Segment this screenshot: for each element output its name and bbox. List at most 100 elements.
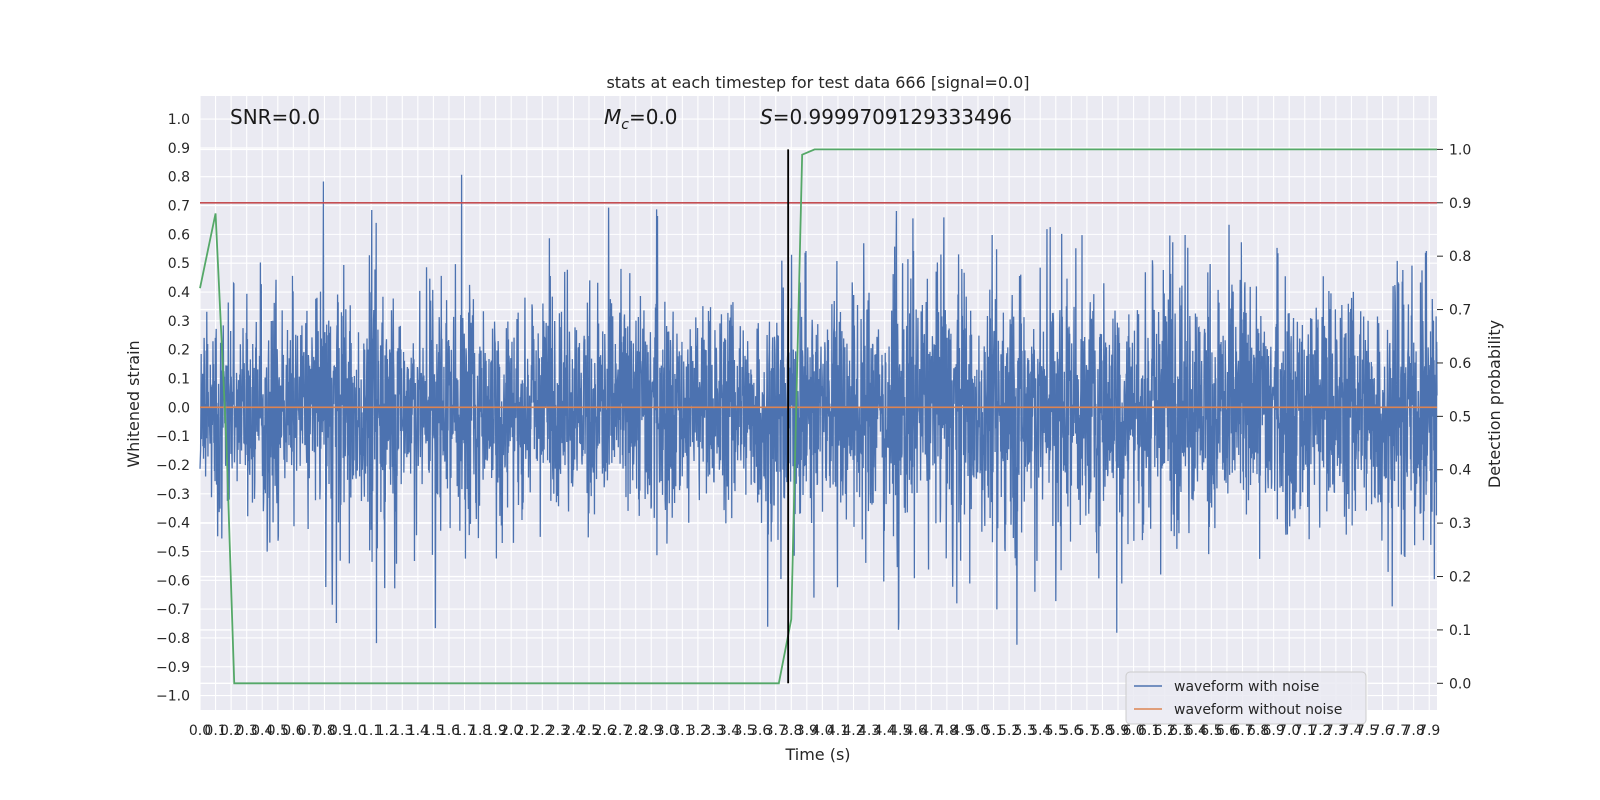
x-tick-label: 4.9 xyxy=(951,723,973,739)
y-right-tick-label: 0.5 xyxy=(1449,409,1471,425)
x-tick-label: 0.6 xyxy=(282,723,304,739)
snr-annotation: SNR=0.0 xyxy=(230,105,320,129)
chirp-mass-value: =0.0 xyxy=(629,105,678,129)
x-tick-label: 1.6 xyxy=(438,723,460,739)
x-tick-label: 5.2 xyxy=(998,723,1020,739)
x-tick-label: 0.5 xyxy=(267,723,289,739)
x-tick-label: 4.0 xyxy=(811,723,833,739)
right-y-axis: 0.0 0.1 0.2 0.3 0.4 0.5 0.6 0.7 0.8 0.9 1.0 xyxy=(1437,142,1471,692)
x-tick-label: 2.7 xyxy=(609,723,631,739)
y-right-tick-label: 1.0 xyxy=(1449,142,1471,158)
x-tick-label: 4.6 xyxy=(905,723,927,739)
detection-score-symbol: S xyxy=(760,105,773,129)
y-tick-label: 0.9 xyxy=(168,141,190,157)
y-right-tick-label: 0.4 xyxy=(1449,463,1471,479)
x-tick-label: 3.2 xyxy=(687,723,709,739)
x-tick-label: 4.2 xyxy=(842,723,864,739)
x-tick-label: 1.3 xyxy=(391,723,413,739)
x-tick-label: 6.3 xyxy=(1169,723,1191,739)
x-tick-label: 4.1 xyxy=(827,723,849,739)
x-tick-label: 0.1 xyxy=(204,723,226,739)
waveform-with-noise-line xyxy=(199,174,1438,645)
x-tick-label: 2.5 xyxy=(578,723,600,739)
y-tick-label: 0.6 xyxy=(168,227,190,243)
x-tick-label: 0.3 xyxy=(236,723,258,739)
x-tick-label: 1.1 xyxy=(360,723,382,739)
x-tick-label: 0.0 xyxy=(189,723,211,739)
x-tick-label: 7.9 xyxy=(1418,723,1440,739)
x-axis-label: Time (s) xyxy=(784,745,850,764)
x-tick-label: 4.3 xyxy=(858,723,880,739)
x-tick-label: 1.4 xyxy=(407,723,429,739)
x-tick-label: 4.7 xyxy=(920,723,942,739)
y-right-tick-label: 0.7 xyxy=(1449,303,1471,319)
y-tick-label: −0.8 xyxy=(156,631,190,647)
x-tick-label: 6.4 xyxy=(1185,723,1207,739)
x-tick-label: 5.3 xyxy=(1014,723,1036,739)
x-tick-label: 0.2 xyxy=(220,723,242,739)
x-tick-label: 2.8 xyxy=(625,723,647,739)
x-tick-label: 2.3 xyxy=(547,723,569,739)
x-tick-label: 3.7 xyxy=(765,723,787,739)
x-tick-label: 3.8 xyxy=(780,723,802,739)
waveform-with-noise-series xyxy=(199,174,1438,645)
x-tick-label: 5.8 xyxy=(1091,723,1113,739)
x-tick-label: 6.8 xyxy=(1247,723,1269,739)
left-y-axis: −1.0 −0.9 −0.8 −0.7 −0.6 −0.5 −0.4 −0.3 −0.2 −0.1… xyxy=(156,112,190,705)
y-tick-label: −0.2 xyxy=(156,458,190,474)
y-tick-label: 0.5 xyxy=(168,256,190,272)
x-tick-label: 5.0 xyxy=(967,723,989,739)
x-tick-label: 7.2 xyxy=(1309,723,1331,739)
x-tick-label: 5.4 xyxy=(1029,723,1051,739)
y-right-tick-label: 0.1 xyxy=(1449,623,1471,639)
x-tick-label: 1.7 xyxy=(453,723,475,739)
x-tick-label: 6.1 xyxy=(1138,723,1160,739)
x-tick-label: 7.6 xyxy=(1371,723,1393,739)
x-tick-label: 4.4 xyxy=(873,723,895,739)
legend: waveform with noise waveform without noi… xyxy=(1125,671,1367,725)
x-tick-label: 0.4 xyxy=(251,723,273,739)
x-tick-label: 3.4 xyxy=(718,723,740,739)
x-tick-label: 5.7 xyxy=(1076,723,1098,739)
x-tick-label: 4.5 xyxy=(889,723,911,739)
y-axis-right-label: Detection probability xyxy=(1485,320,1504,488)
x-tick-label: 7.1 xyxy=(1294,723,1316,739)
y-tick-label: −1.0 xyxy=(156,689,190,705)
y-tick-label: 0.4 xyxy=(168,285,190,301)
y-tick-label: 0.0 xyxy=(168,400,190,416)
y-right-tick-label: 0.6 xyxy=(1449,356,1471,372)
y-right-tick-label: 0.8 xyxy=(1449,249,1471,265)
y-tick-label: −0.4 xyxy=(156,516,190,532)
x-tick-label: 2.2 xyxy=(531,723,553,739)
y-tick-label: 0.3 xyxy=(168,314,190,330)
x-tick-label: 3.1 xyxy=(671,723,693,739)
y-tick-label: −0.9 xyxy=(156,660,190,676)
detection-probability-line xyxy=(199,148,1437,685)
x-tick-label: 6.2 xyxy=(1154,723,1176,739)
x-tick-label: 6.6 xyxy=(1216,723,1238,739)
x-tick-label: 3.3 xyxy=(702,723,724,739)
x-tick-label: 6.9 xyxy=(1262,723,1284,739)
chart-title: stats at each timestep for test data 666… xyxy=(606,73,1029,92)
x-tick-label: 7.8 xyxy=(1403,723,1425,739)
chirp-mass-subscript: c xyxy=(621,117,629,133)
y-tick-label: −0.1 xyxy=(156,429,190,445)
x-tick-label: 6.5 xyxy=(1200,723,1222,739)
x-tick-label: 4.8 xyxy=(936,723,958,739)
x-tick-label: 6.0 xyxy=(1122,723,1144,739)
legend-label-noise: waveform with noise xyxy=(1174,679,1319,695)
x-tick-label: 7.0 xyxy=(1278,723,1300,739)
y-tick-label: 0.1 xyxy=(168,371,190,387)
x-tick-label: 1.9 xyxy=(485,723,507,739)
x-tick-label: 7.5 xyxy=(1356,723,1378,739)
x-tick-label: 1.5 xyxy=(422,723,444,739)
x-tick-label: 2.9 xyxy=(640,723,662,739)
chirp-mass-symbol: M xyxy=(604,105,621,129)
x-tick-label: 3.5 xyxy=(733,723,755,739)
y-tick-label: 0.8 xyxy=(168,170,190,186)
x-tick-label: 0.7 xyxy=(298,723,320,739)
y-tick-label: −0.7 xyxy=(156,602,190,618)
x-tick-label: 2.6 xyxy=(593,723,615,739)
x-tick-label: 2.0 xyxy=(500,723,522,739)
